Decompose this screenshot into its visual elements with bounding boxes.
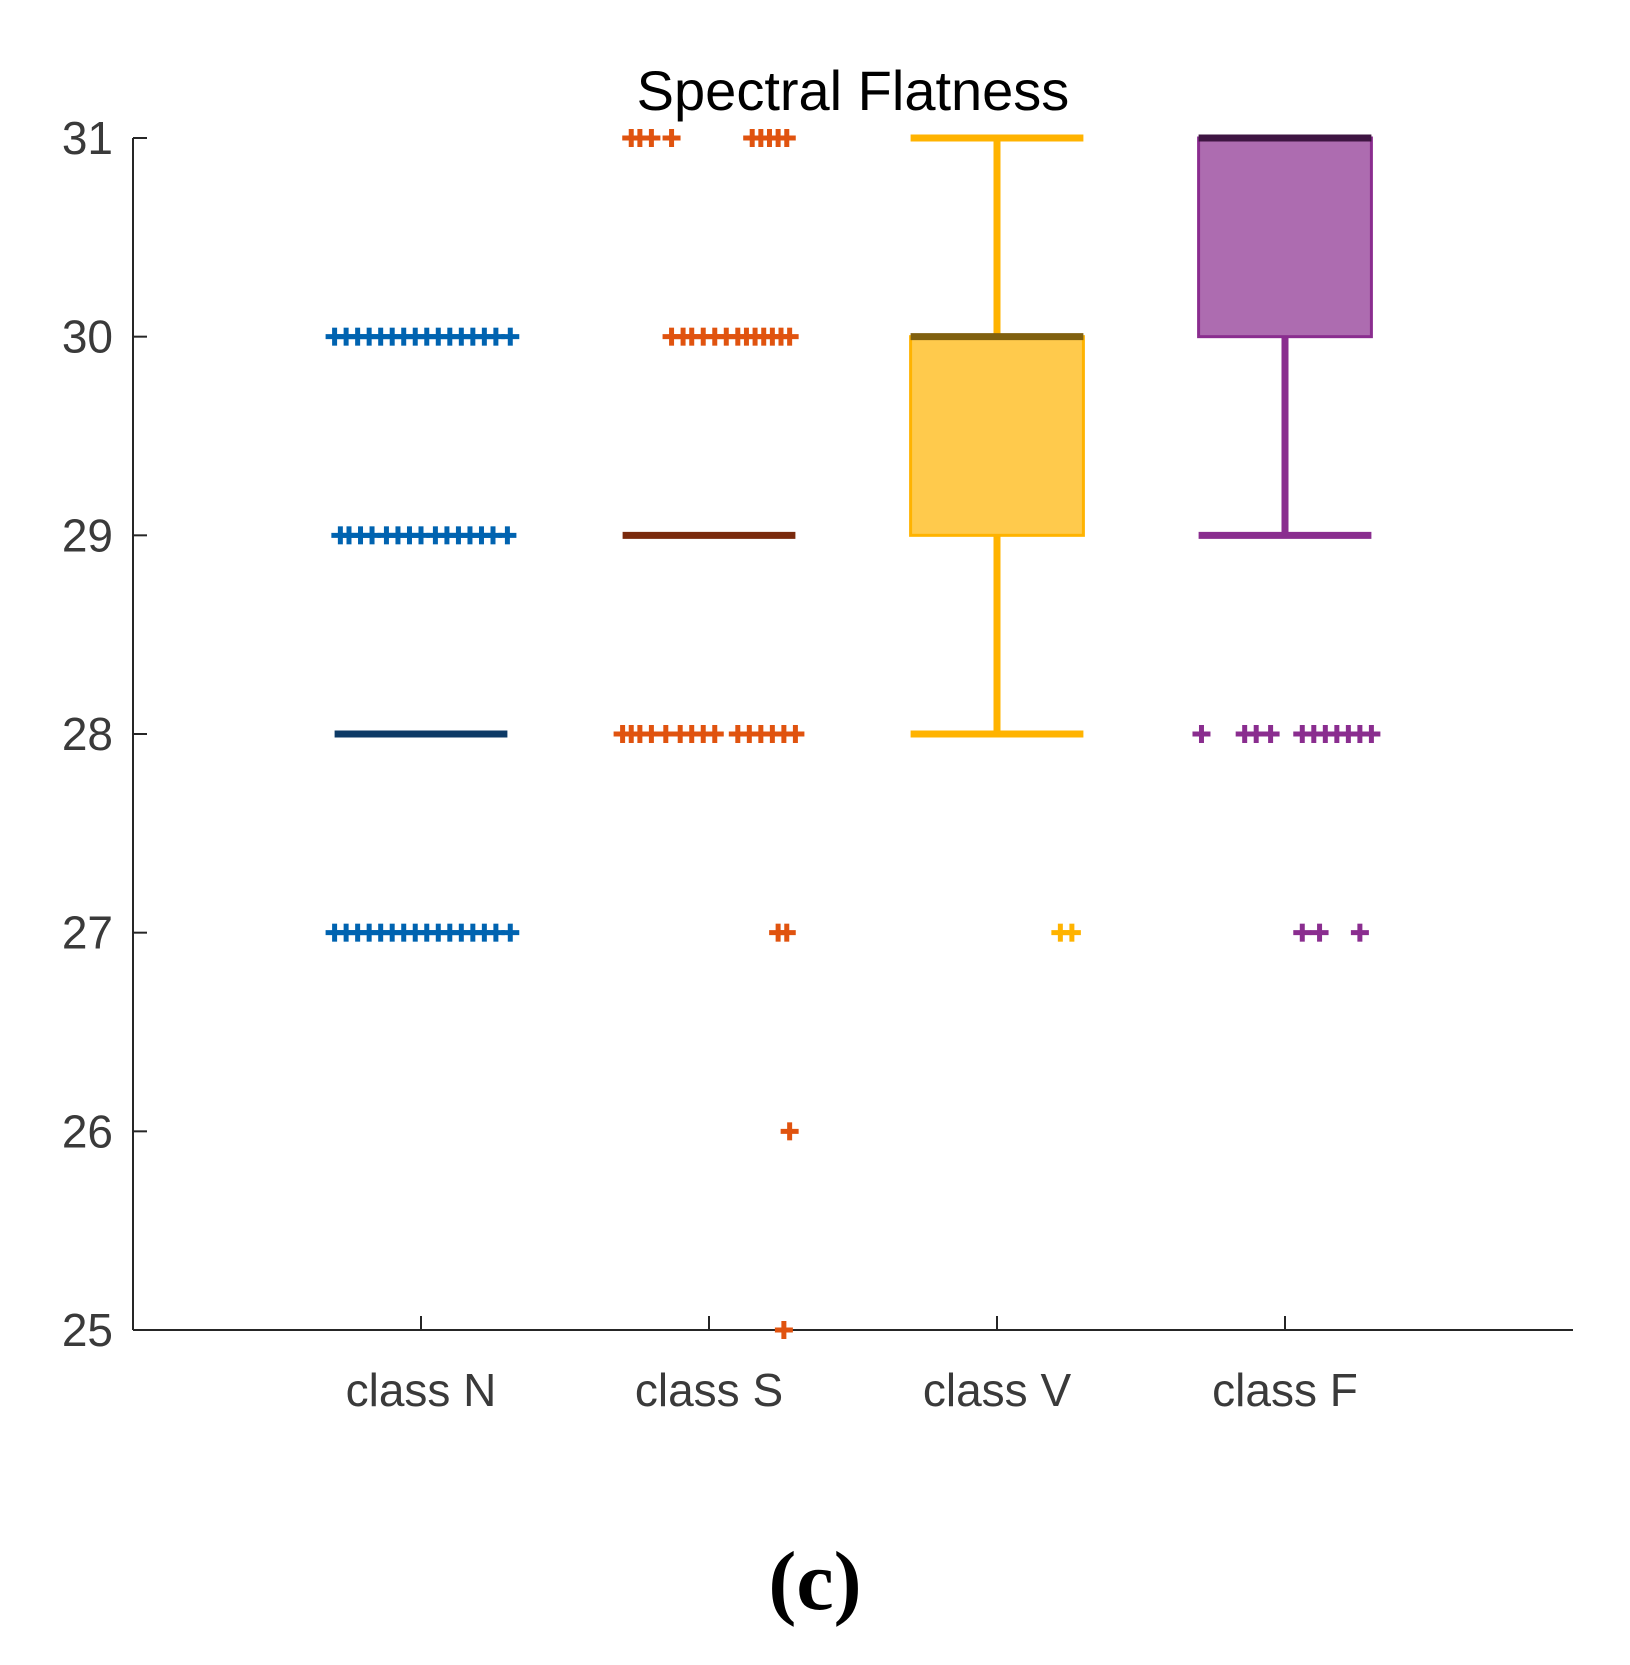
outlier-markers [325, 129, 1381, 1339]
box-group-class-f [1197, 134, 1373, 539]
outlier-point [501, 327, 520, 346]
y-tick-label: 29 [62, 509, 113, 561]
y-tick-label: 25 [62, 1304, 113, 1356]
x-tick-label: class F [1212, 1364, 1358, 1416]
outlier-point [774, 1321, 793, 1339]
panel-label: (c) [768, 1535, 862, 1628]
outlier-point [642, 129, 661, 147]
outlier-point [786, 725, 805, 743]
x-tick-label: class N [346, 1364, 497, 1416]
outlier-point [501, 923, 520, 942]
outlier-point [498, 526, 517, 545]
outlier-point [780, 327, 799, 346]
outlier-point [662, 129, 681, 147]
box-elements [334, 134, 1373, 738]
outlier-point [1293, 923, 1312, 942]
outlier-point [705, 725, 724, 743]
outlier-point [1062, 923, 1081, 942]
box-iqr [909, 335, 1085, 537]
y-tick-label: 26 [62, 1105, 113, 1157]
y-tick-label: 27 [62, 907, 113, 959]
axis-ticks: 25 26 27 28 29 30 31 class N class S class V class… [62, 112, 1358, 1416]
y-tick-label: 30 [62, 311, 113, 363]
box-iqr [1197, 136, 1373, 339]
outlier-point [1350, 923, 1369, 942]
outlier-point [777, 923, 796, 942]
box-group-class-v [909, 134, 1085, 738]
x-tick-label: class S [635, 1364, 783, 1416]
outlier-point [1261, 725, 1280, 743]
outlier-point [1192, 725, 1211, 743]
outlier-point [1310, 923, 1329, 942]
outlier-point [777, 129, 796, 147]
x-tick-label: class V [923, 1364, 1072, 1416]
y-tick-label: 28 [62, 708, 113, 760]
chart-title: Spectral Flatness [637, 59, 1070, 122]
y-tick-label: 31 [62, 112, 113, 164]
outlier-point [780, 1122, 799, 1141]
outlier-point [1362, 725, 1381, 743]
